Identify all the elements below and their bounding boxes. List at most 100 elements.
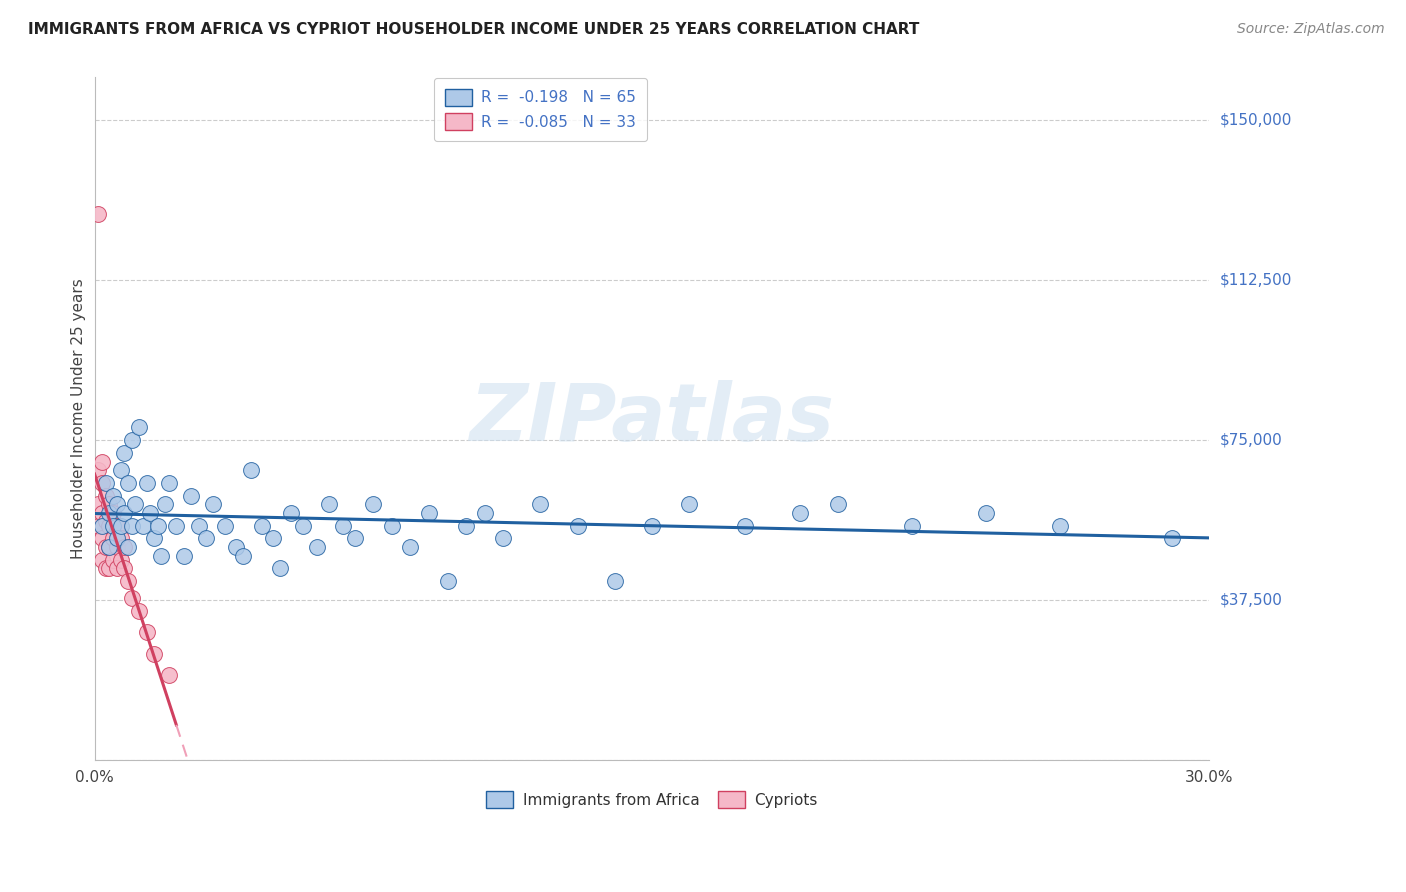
Point — [94, 489, 117, 503]
Point — [91, 532, 114, 546]
Point — [291, 518, 314, 533]
Point — [105, 497, 128, 511]
Text: $150,000: $150,000 — [1220, 112, 1292, 128]
Point — [121, 591, 143, 606]
Point — [87, 497, 110, 511]
Point — [567, 518, 589, 533]
Point — [91, 553, 114, 567]
Point — [789, 506, 811, 520]
Point — [262, 532, 284, 546]
Text: $75,000: $75,000 — [1220, 433, 1282, 448]
Point — [98, 540, 121, 554]
Point — [1161, 532, 1184, 546]
Point — [91, 475, 114, 490]
Point — [105, 561, 128, 575]
Point — [98, 540, 121, 554]
Point — [101, 506, 124, 520]
Point — [105, 518, 128, 533]
Text: Source: ZipAtlas.com: Source: ZipAtlas.com — [1237, 22, 1385, 37]
Point — [157, 475, 180, 490]
Point — [1049, 518, 1071, 533]
Point — [101, 553, 124, 567]
Point — [225, 540, 247, 554]
Point — [121, 518, 143, 533]
Point — [187, 518, 209, 533]
Point — [454, 518, 477, 533]
Point — [173, 549, 195, 563]
Point — [101, 532, 124, 546]
Point — [112, 561, 135, 575]
Point — [87, 518, 110, 533]
Point — [110, 553, 132, 567]
Point — [157, 668, 180, 682]
Point — [110, 518, 132, 533]
Point — [121, 434, 143, 448]
Point — [361, 497, 384, 511]
Point — [117, 475, 139, 490]
Point — [87, 207, 110, 221]
Point — [399, 540, 422, 554]
Point — [112, 540, 135, 554]
Point — [239, 463, 262, 477]
Point — [91, 454, 114, 468]
Point — [603, 574, 626, 588]
Point — [343, 532, 366, 546]
Point — [195, 532, 218, 546]
Point — [98, 506, 121, 520]
Point — [150, 549, 173, 563]
Text: $37,500: $37,500 — [1220, 593, 1284, 607]
Point — [165, 518, 187, 533]
Point — [124, 497, 146, 511]
Point — [901, 518, 924, 533]
Point — [94, 514, 117, 528]
Point — [139, 506, 162, 520]
Point — [269, 561, 291, 575]
Point — [474, 506, 496, 520]
Point — [98, 561, 121, 575]
Point — [153, 497, 176, 511]
Point — [91, 506, 114, 520]
Point — [110, 532, 132, 546]
Point — [318, 497, 340, 511]
Point — [146, 518, 169, 533]
Point — [678, 497, 700, 511]
Point — [529, 497, 551, 511]
Point — [143, 532, 166, 546]
Text: ZIPatlas: ZIPatlas — [470, 380, 834, 458]
Point — [180, 489, 202, 503]
Point — [101, 518, 124, 533]
Point — [105, 532, 128, 546]
Point — [94, 475, 117, 490]
Point — [128, 420, 150, 434]
Point — [280, 506, 302, 520]
Point — [381, 518, 404, 533]
Point — [232, 549, 254, 563]
Point — [117, 574, 139, 588]
Point — [112, 446, 135, 460]
Text: IMMIGRANTS FROM AFRICA VS CYPRIOT HOUSEHOLDER INCOME UNDER 25 YEARS CORRELATION : IMMIGRANTS FROM AFRICA VS CYPRIOT HOUSEH… — [28, 22, 920, 37]
Point — [132, 518, 155, 533]
Point — [117, 540, 139, 554]
Point — [87, 463, 110, 477]
Point — [110, 463, 132, 477]
Point — [418, 506, 440, 520]
Point — [112, 506, 135, 520]
Point — [492, 532, 515, 546]
Point — [202, 497, 225, 511]
Point — [91, 518, 114, 533]
Point — [332, 518, 354, 533]
Point — [974, 506, 997, 520]
Point — [214, 518, 236, 533]
Point — [436, 574, 458, 588]
Point — [128, 604, 150, 618]
Point — [135, 625, 157, 640]
Y-axis label: Householder Income Under 25 years: Householder Income Under 25 years — [72, 278, 86, 559]
Point — [94, 540, 117, 554]
Point — [250, 518, 273, 533]
Point — [101, 489, 124, 503]
Legend: Immigrants from Africa, Cypriots: Immigrants from Africa, Cypriots — [479, 785, 824, 814]
Point — [143, 647, 166, 661]
Point — [135, 475, 157, 490]
Point — [641, 518, 664, 533]
Text: $112,500: $112,500 — [1220, 273, 1292, 288]
